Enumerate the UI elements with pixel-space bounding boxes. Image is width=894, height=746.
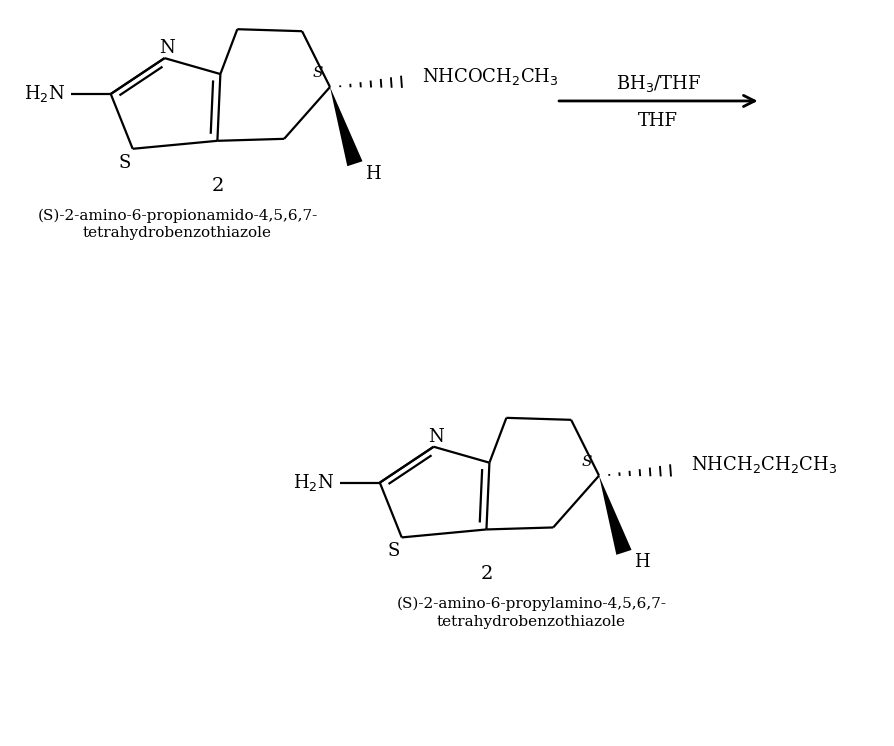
Text: (S)-2-amino-6-propylamino-4,5,6,7-: (S)-2-amino-6-propylamino-4,5,6,7-	[396, 597, 665, 612]
Text: S: S	[581, 455, 592, 468]
Text: BH$_3$/THF: BH$_3$/THF	[615, 72, 700, 93]
Polygon shape	[330, 87, 362, 166]
Text: S: S	[312, 66, 323, 80]
Text: H$_2$N: H$_2$N	[24, 84, 65, 104]
Text: tetrahydrobenzothiazole: tetrahydrobenzothiazole	[436, 615, 625, 629]
Text: S: S	[387, 542, 400, 560]
Text: tetrahydrobenzothiazole: tetrahydrobenzothiazole	[83, 227, 272, 240]
Text: H: H	[365, 165, 380, 183]
Text: (S)-2-amino-6-propionamido-4,5,6,7-: (S)-2-amino-6-propionamido-4,5,6,7-	[38, 208, 317, 223]
Text: 2: 2	[480, 565, 492, 583]
Text: NHCOCH$_2$CH$_3$: NHCOCH$_2$CH$_3$	[421, 66, 558, 87]
Polygon shape	[598, 476, 631, 555]
Text: S: S	[118, 154, 131, 172]
Text: NHCH$_2$CH$_2$CH$_3$: NHCH$_2$CH$_2$CH$_3$	[690, 454, 836, 475]
Text: H$_2$N: H$_2$N	[293, 472, 334, 493]
Text: H: H	[633, 554, 649, 571]
Text: 2: 2	[211, 177, 224, 195]
Text: THF: THF	[637, 112, 678, 130]
Text: N: N	[427, 427, 443, 446]
Text: N: N	[158, 39, 174, 57]
